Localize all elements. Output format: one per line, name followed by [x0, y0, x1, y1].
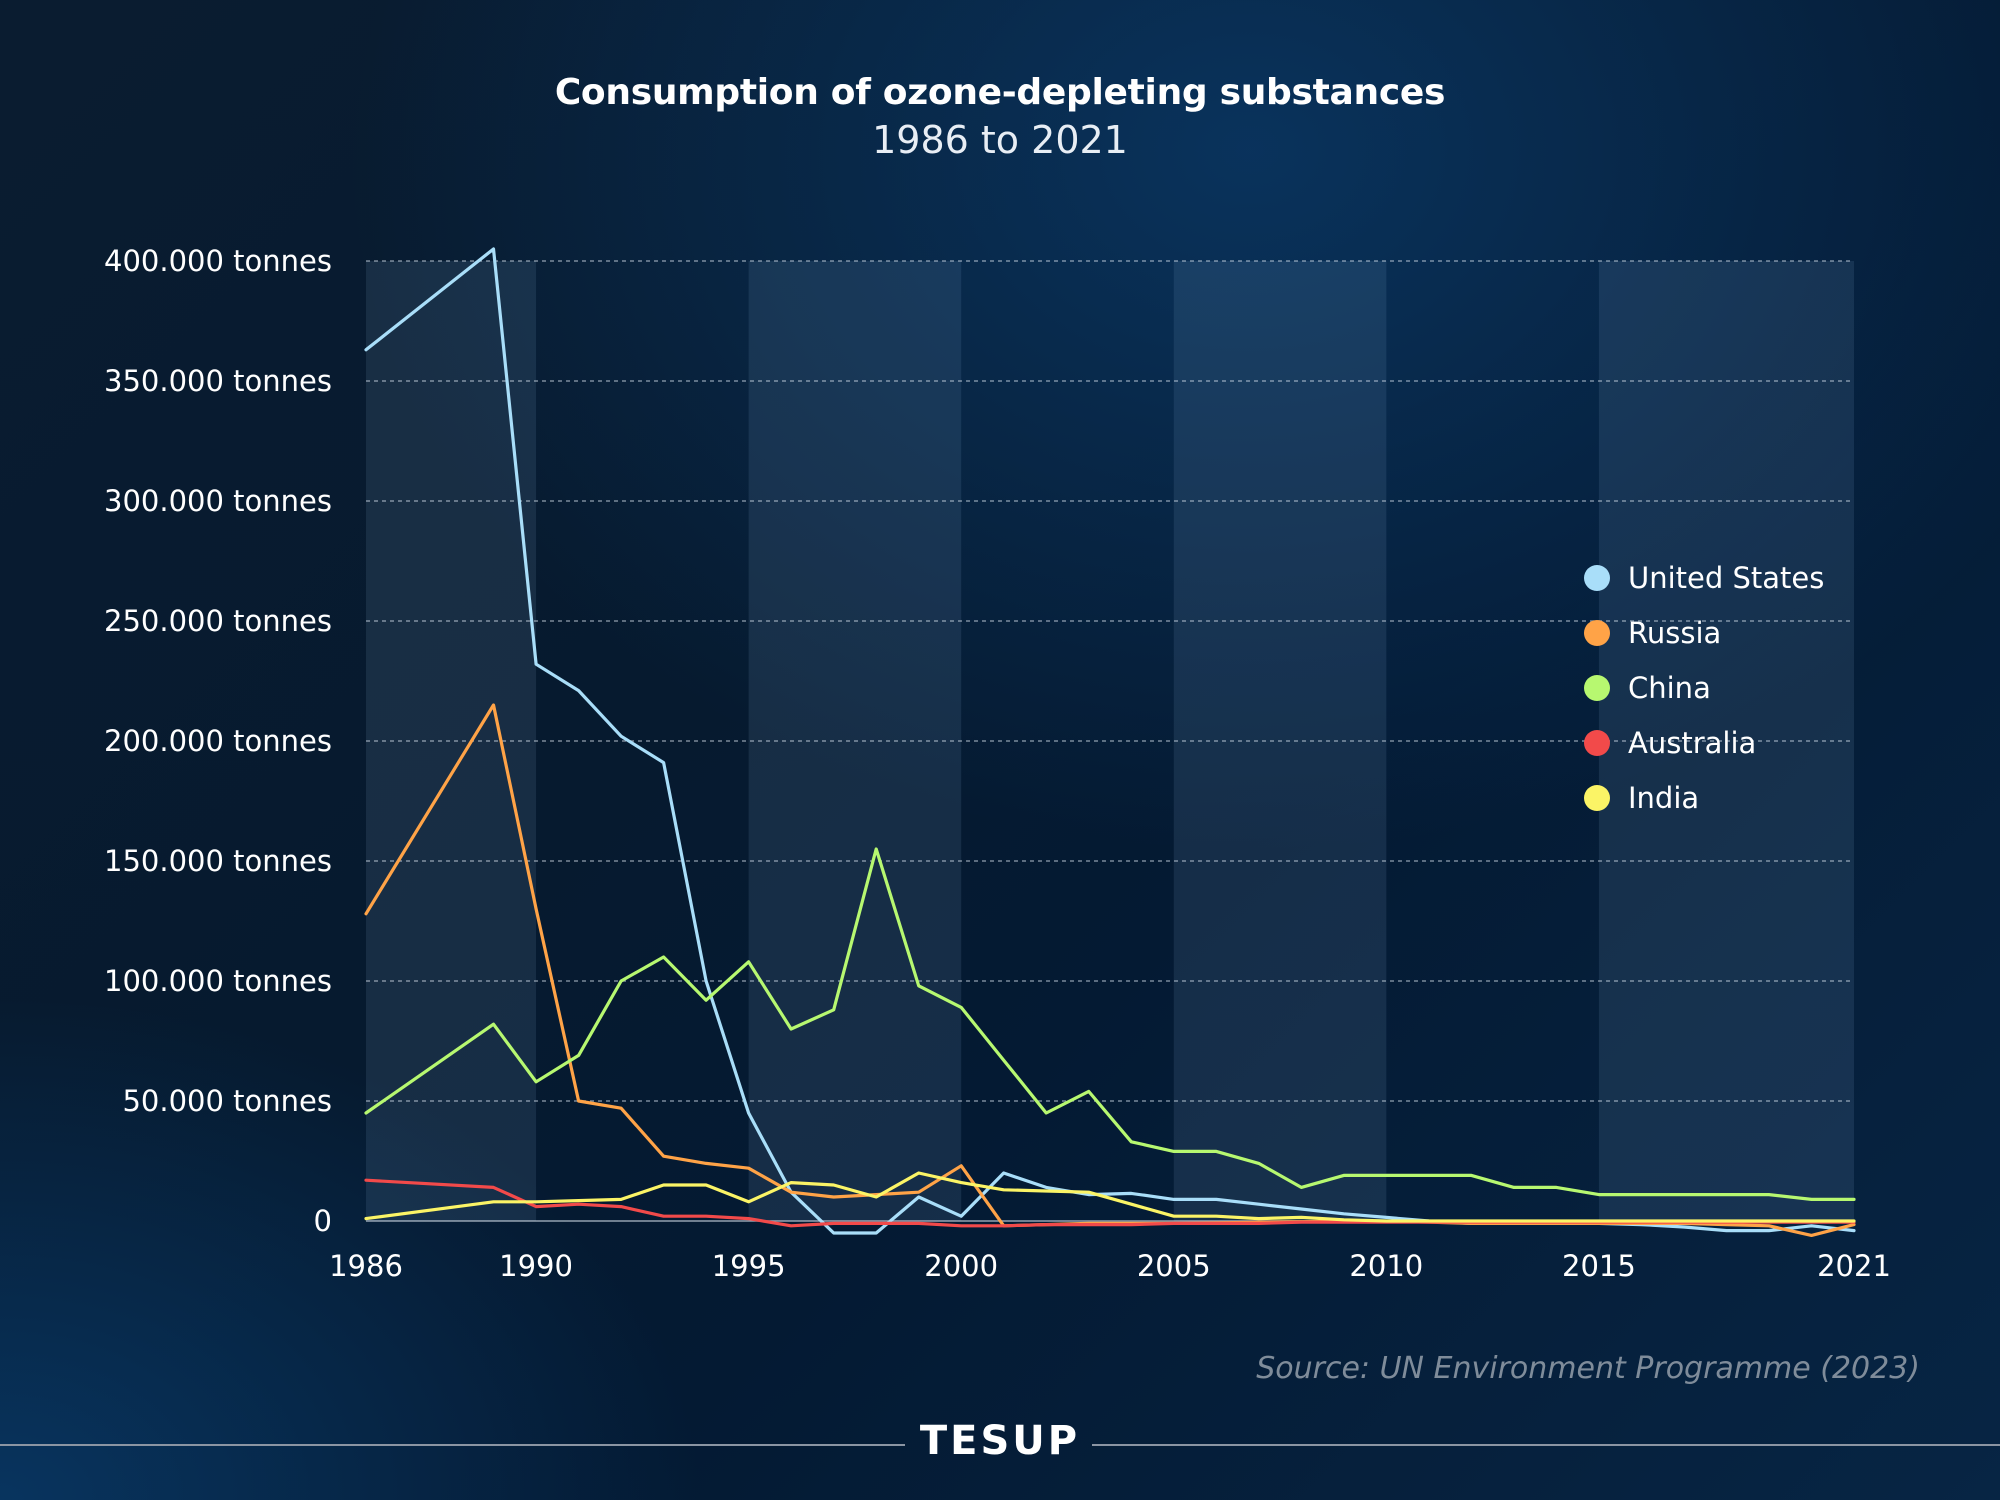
legend-label: Russia [1628, 615, 1722, 650]
y-axis-tick-labels: 0 50.000 tonnes 100.000 tonnes 150.000 tonn… [104, 244, 332, 1238]
footer-divider-right [1092, 1444, 2000, 1446]
y-tick-label: 0 [314, 1204, 332, 1238]
source-note: Source: UN Environment Programme (2023) [1256, 1351, 1920, 1386]
x-tick-label: 1990 [499, 1249, 573, 1283]
legend-dot-icon [1584, 619, 1610, 646]
legend-item-india[interactable]: India [1584, 770, 1824, 825]
x-axis-tick-labels: 1986 1990 1995 2000 2005 2010 2015 2021 [329, 1249, 1891, 1283]
background-band [366, 261, 537, 1221]
legend-label: China [1628, 670, 1711, 705]
x-tick-label: 2010 [1349, 1249, 1423, 1283]
y-tick-label: 400.000 tonnes [104, 244, 332, 278]
y-tick-label: 200.000 tonnes [104, 724, 332, 758]
footer-divider-left [0, 1444, 905, 1446]
chart-subtitle: 1986 to 2021 [872, 118, 1128, 162]
x-tick-label: 2021 [1817, 1249, 1891, 1283]
x-tick-label: 2015 [1562, 1249, 1636, 1283]
chart-title: Consumption of ozone-depleting substance… [554, 72, 1446, 113]
legend-label: Australia [1628, 725, 1757, 760]
legend-label: India [1628, 780, 1700, 815]
x-tick-label: 1986 [329, 1249, 403, 1283]
y-tick-label: 100.000 tonnes [104, 964, 332, 998]
y-tick-label: 300.000 tonnes [104, 484, 332, 518]
brand-logo: TESUP [919, 1418, 1081, 1464]
legend-item-russia[interactable]: Russia [1584, 605, 1824, 660]
y-tick-label: 250.000 tonnes [104, 604, 332, 638]
y-tick-label: 150.000 tonnes [104, 844, 332, 878]
legend-item-china[interactable]: China [1584, 660, 1824, 715]
legend-label: United States [1628, 560, 1825, 595]
legend-dot-icon [1584, 784, 1610, 811]
legend-item-australia[interactable]: Australia [1584, 715, 1824, 770]
series-line-china[interactable] [364, 847, 1856, 1202]
legend: United States Russia China Australia Ind… [1584, 550, 1824, 825]
series-lines [364, 247, 1856, 1238]
legend-dot-icon [1584, 674, 1610, 701]
y-tick-label: 350.000 tonnes [104, 364, 332, 398]
y-tick-label: 50.000 tonnes [122, 1084, 332, 1118]
legend-item-united-states[interactable]: United States [1584, 550, 1824, 605]
series-line-india[interactable] [364, 1171, 1856, 1223]
x-tick-label: 2000 [924, 1249, 998, 1283]
x-tick-label: 1995 [712, 1249, 786, 1283]
x-tick-label: 2005 [1137, 1249, 1211, 1283]
legend-dot-icon [1584, 729, 1610, 756]
legend-dot-icon [1584, 564, 1610, 591]
